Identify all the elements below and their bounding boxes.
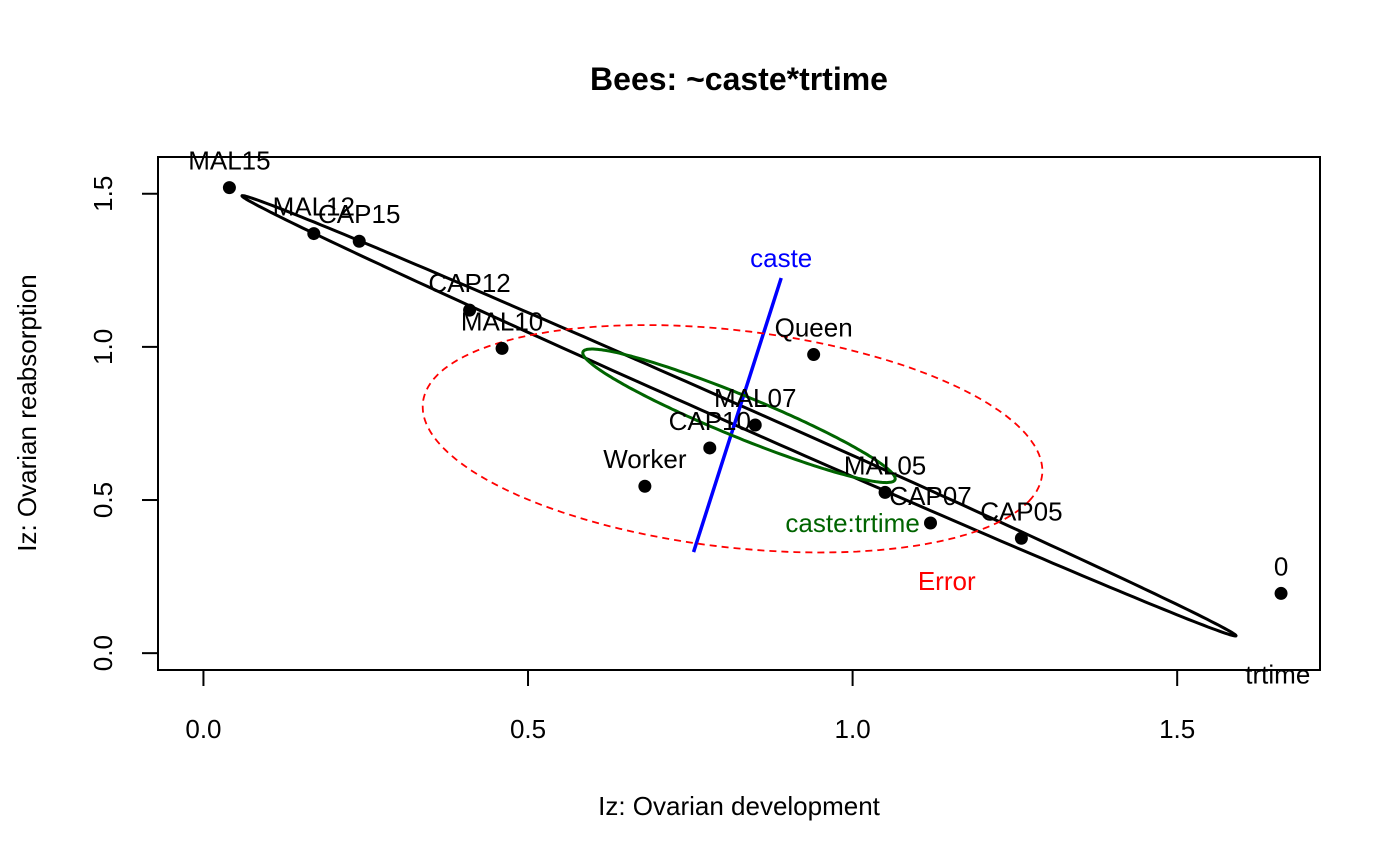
x-tick-label: 1.0 (835, 714, 871, 744)
point-label-cap10: CAP10 (669, 406, 751, 436)
point-worker (638, 479, 652, 493)
point-cap07 (924, 516, 938, 530)
y-axis: 0.0 0.5 1.0 1.5 (88, 176, 159, 671)
effect-label-caste: caste (750, 243, 812, 273)
chart-title: Bees: ~caste*trtime (590, 61, 888, 97)
points-layer (222, 181, 1288, 600)
point-mal10 (495, 341, 509, 355)
effect-label-caste-trtime: caste:trtime (785, 508, 919, 538)
error-ellipse (421, 324, 1044, 554)
point-queen (807, 348, 821, 362)
point-0 (1274, 586, 1288, 600)
point-label-cap05: CAP05 (980, 496, 1062, 526)
x-axis-label: Iz: Ovarian development (598, 791, 881, 821)
y-tick-label: 1.5 (88, 176, 118, 212)
point-label-mal10: MAL10 (461, 306, 543, 336)
y-tick-label: 0.0 (88, 635, 118, 671)
point-label-mal07: MAL07 (714, 383, 796, 413)
effects-layer (240, 194, 1238, 638)
point-label-0: 0 (1274, 551, 1288, 581)
point-label-queen: Queen (775, 313, 853, 343)
point-label-cap07: CAP07 (889, 481, 971, 511)
point-label-worker: Worker (603, 444, 687, 474)
x-axis: 0.0 0.5 1.0 1.5 (185, 669, 1195, 744)
point-cap12 (463, 303, 477, 317)
y-axis-label: Iz: Ovarian reabsorption (12, 274, 42, 551)
effect-label-error: Error (918, 566, 976, 596)
point-label-mal15: MAL15 (188, 146, 270, 176)
point-cap10 (703, 441, 717, 455)
y-tick-label: 1.0 (88, 329, 118, 365)
x-tick-label: 0.0 (185, 714, 221, 744)
point-cap15 (352, 234, 366, 248)
x-tick-label: 0.5 (510, 714, 546, 744)
caste-line (691, 277, 783, 553)
point-label-cap15: CAP15 (318, 199, 400, 229)
point-cap05 (1014, 531, 1028, 545)
point-label-cap12: CAP12 (428, 268, 510, 298)
point-label-mal05: MAL05 (844, 450, 926, 480)
y-tick-label: 0.5 (88, 482, 118, 518)
point-label-mal12: MAL12 (273, 192, 355, 222)
point-mal15 (222, 181, 236, 195)
caste-trtime-ellipse (581, 347, 897, 485)
point-mal12 (307, 227, 321, 241)
effect-label-trtime: trtime (1245, 660, 1310, 690)
x-tick-label: 1.5 (1159, 714, 1195, 744)
point-mal05 (878, 485, 892, 499)
point-mal07 (748, 418, 762, 432)
